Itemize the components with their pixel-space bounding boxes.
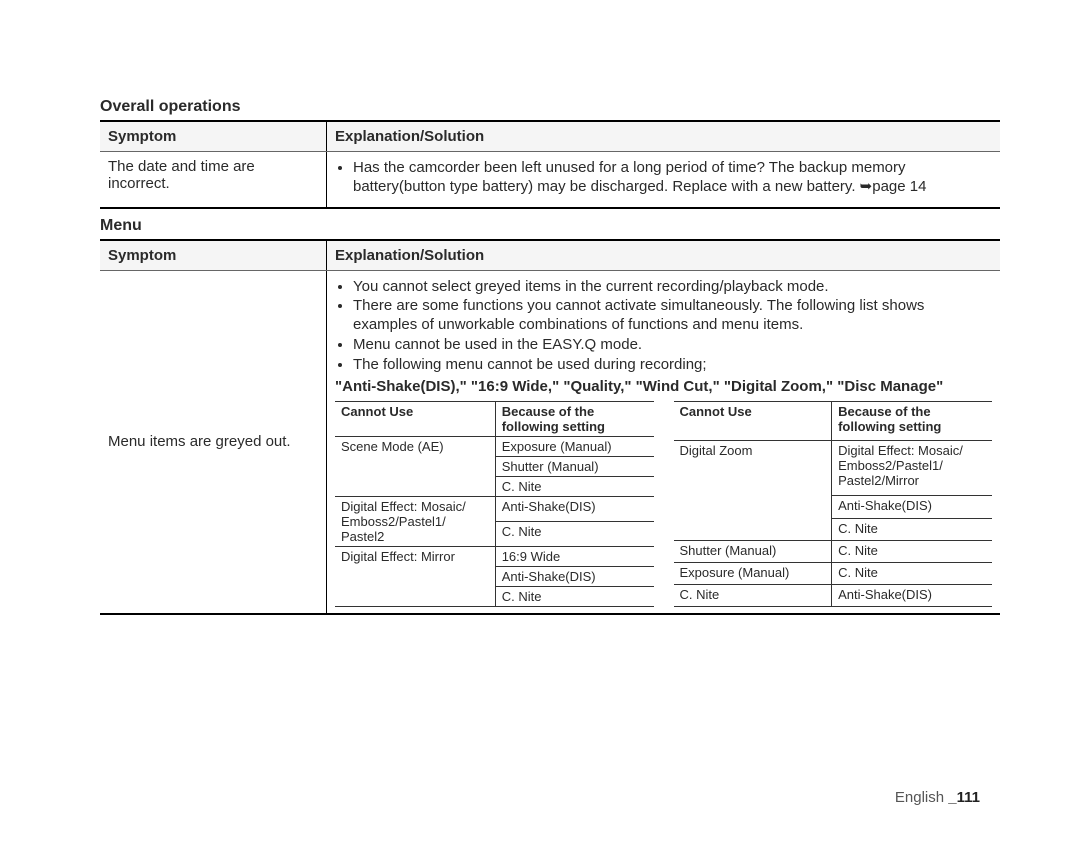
col-symptom: Symptom xyxy=(100,240,327,271)
section-title-menu: Menu xyxy=(100,217,1000,235)
inner-cell-because: Anti-Shake(DIS) xyxy=(495,567,653,587)
inner-col-because: Because of the following setting xyxy=(832,402,992,441)
inner-cell-because: Anti-Shake(DIS) xyxy=(832,585,992,607)
inner-row: C. NiteAnti-Shake(DIS) xyxy=(674,585,993,607)
inner-cell-because: Anti-Shake(DIS) xyxy=(495,497,653,522)
col-symptom: Symptom xyxy=(100,121,327,152)
inner-row: Digital Effect: Mosaic/ Emboss2/Pastel1/… xyxy=(335,497,654,522)
inner-row: Shutter (Manual)C. Nite xyxy=(674,540,993,562)
nested-tables: Cannot UseBecause of the following setti… xyxy=(335,401,992,607)
inner-row: Exposure (Manual)C. Nite xyxy=(674,562,993,584)
inner-row: Digital ZoomDigital Effect: Mosaic/ Embo… xyxy=(674,441,993,496)
bullet-item: You cannot select greyed items in the cu… xyxy=(353,278,992,297)
symptom-cell: The date and time are incorrect. xyxy=(100,152,327,208)
footer-page-number: _111 xyxy=(948,789,980,806)
page-footer: English _111 xyxy=(895,789,980,806)
col-explanation: Explanation/Solution xyxy=(327,240,1001,271)
table-header-row: Symptom Explanation/Solution xyxy=(100,240,1000,271)
inner-cell-because: C. Nite xyxy=(832,562,992,584)
bullet-item: Menu cannot be used in the EASY.Q mode. xyxy=(353,336,992,355)
inner-table-right: Cannot UseBecause of the following setti… xyxy=(674,401,993,607)
manual-page: Overall operations Symptom Explanation/S… xyxy=(0,0,1080,645)
overall-table: Symptom Explanation/Solution The date an… xyxy=(100,120,1000,209)
bullet-list: Has the camcorder been left unused for a… xyxy=(335,159,992,197)
inner-cell-cannot-use: Digital Zoom xyxy=(674,441,832,541)
menu-table: Symptom Explanation/Solution Menu items … xyxy=(100,239,1000,616)
inner-cell-cannot-use: Digital Effect: Mirror xyxy=(335,547,495,607)
inner-cell-because: C. Nite xyxy=(832,518,992,540)
inner-header-row: Cannot UseBecause of the following setti… xyxy=(674,402,993,441)
inner-cell-because: Anti-Shake(DIS) xyxy=(832,496,992,518)
inner-cell-cannot-use: Digital Effect: Mosaic/ Emboss2/Pastel1/… xyxy=(335,497,495,547)
inner-row: Scene Mode (AE)Exposure (Manual) xyxy=(335,437,654,457)
table-header-row: Symptom Explanation/Solution xyxy=(100,121,1000,152)
table-row: The date and time are incorrect. Has the… xyxy=(100,152,1000,208)
bold-menu-line: "Anti-Shake(DIS)," "16:9 Wide," "Quality… xyxy=(335,378,992,395)
inner-cell-because: C. Nite xyxy=(832,540,992,562)
symptom-cell: Menu items are greyed out. xyxy=(100,270,327,614)
bullet-list: You cannot select greyed items in the cu… xyxy=(335,278,992,375)
footer-lang: English xyxy=(895,789,944,806)
col-explanation: Explanation/Solution xyxy=(327,121,1001,152)
inner-cell-because: Shutter (Manual) xyxy=(495,457,653,477)
inner-row: Digital Effect: Mirror16:9 Wide xyxy=(335,547,654,567)
table-row: Menu items are greyed out. You cannot se… xyxy=(100,270,1000,614)
inner-cell-cannot-use: C. Nite xyxy=(674,585,832,607)
inner-cell-because: Digital Effect: Mosaic/ Emboss2/Pastel1/… xyxy=(832,441,992,496)
inner-cell-cannot-use: Scene Mode (AE) xyxy=(335,437,495,497)
inner-col-cannot-use: Cannot Use xyxy=(674,402,832,441)
inner-header-row: Cannot UseBecause of the following setti… xyxy=(335,402,654,437)
inner-col-because: Because of the following setting xyxy=(495,402,653,437)
inner-cell-because: C. Nite xyxy=(495,477,653,497)
explanation-cell: Has the camcorder been left unused for a… xyxy=(327,152,1001,208)
inner-cell-because: 16:9 Wide xyxy=(495,547,653,567)
bullet-item: The following menu cannot be used during… xyxy=(353,356,992,375)
inner-cell-cannot-use: Exposure (Manual) xyxy=(674,562,832,584)
inner-cell-because: C. Nite xyxy=(495,522,653,547)
bullet-item: There are some functions you cannot acti… xyxy=(353,297,992,335)
explanation-cell: You cannot select greyed items in the cu… xyxy=(327,270,1001,614)
inner-cell-because: C. Nite xyxy=(495,587,653,607)
inner-col-cannot-use: Cannot Use xyxy=(335,402,495,437)
inner-cell-because: Exposure (Manual) xyxy=(495,437,653,457)
bullet-item: Has the camcorder been left unused for a… xyxy=(353,159,992,197)
inner-table-left: Cannot UseBecause of the following setti… xyxy=(335,401,654,607)
section-title-overall: Overall operations xyxy=(100,98,1000,116)
inner-cell-cannot-use: Shutter (Manual) xyxy=(674,540,832,562)
